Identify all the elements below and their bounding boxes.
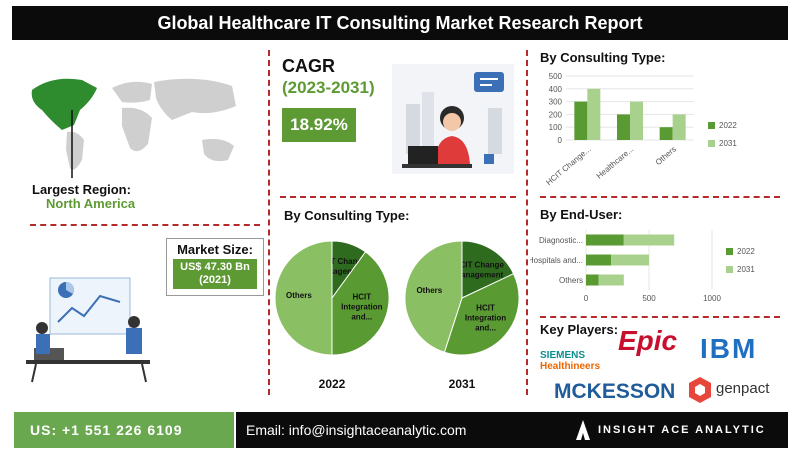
largest-region-label: Largest Region: — [32, 182, 131, 197]
bar-2022 — [586, 274, 599, 286]
x-tick-label: HCIT Change... — [544, 145, 592, 188]
end-user-bar-chart: 0 500 1000 Diagnostic... Hospitals and... Oth… — [530, 230, 755, 303]
report-header: Global Healthcare IT Consulting Market R… — [12, 6, 788, 40]
bar-2031 — [630, 101, 643, 140]
footer-brand-bar: INSIGHT ACE ANALYTIC — [562, 412, 788, 448]
ibm-logo: IBM — [700, 333, 758, 364]
report-title: Global Healthcare IT Consulting Market R… — [157, 13, 643, 33]
legend-swatch — [726, 266, 733, 273]
footer-phone-bar: US: +1 551 226 6109 — [14, 412, 234, 448]
footer-email[interactable]: Email: info@insightaceanalytic.com — [246, 422, 467, 438]
bar-2022 — [586, 254, 612, 266]
bar-2031 — [623, 234, 675, 246]
divider-vertical-left — [268, 50, 270, 395]
y-tick-label: Others — [559, 276, 583, 285]
bar-2031 — [611, 254, 649, 266]
pie-label: HCIT Integration and... — [465, 304, 506, 333]
genpact-logo: genpact — [716, 380, 770, 397]
bar-2022 — [574, 101, 588, 140]
divider-right-top — [540, 196, 780, 198]
brand-logo-icon — [576, 420, 590, 440]
pie-label: Others — [286, 291, 312, 300]
bar-2022 — [586, 234, 624, 246]
footer-email-bar: Email: info@insightaceanalytic.com — [236, 412, 562, 448]
x-tick-label: Others — [654, 145, 678, 167]
bar-2031 — [598, 274, 624, 286]
x-tick-label: 0 — [584, 294, 589, 303]
analytics-illustration-icon — [26, 277, 150, 383]
epic-logo: Epic — [618, 325, 678, 356]
support-agent-illustration-icon — [392, 64, 514, 174]
y-tick-label: 300 — [549, 98, 563, 107]
market-size-year: (2021) — [199, 274, 231, 286]
x-tick-label: Healthcare... — [595, 145, 636, 181]
bar-2022 — [617, 114, 630, 140]
y-tick-label: 200 — [549, 110, 563, 119]
pie-year-label: 2031 — [449, 377, 476, 391]
bar-2031 — [672, 114, 686, 140]
legend-swatch — [726, 248, 733, 255]
enduser-chart-title: By End-User: — [540, 207, 623, 222]
genpact-mark-icon — [689, 377, 711, 403]
divider-vertical-right — [526, 50, 528, 395]
pie-label: Others — [416, 286, 442, 295]
footer-phone: US: +1 551 226 6109 — [30, 422, 183, 438]
market-size-label: Market Size: — [177, 242, 253, 257]
bar-chart-title: By Consulting Type: — [540, 50, 666, 65]
bar-2031 — [587, 88, 601, 140]
divider-left — [30, 224, 260, 226]
legend-label: 2022 — [737, 247, 755, 256]
x-tick-label: 1000 — [703, 294, 721, 303]
x-tick-label: 500 — [642, 294, 656, 303]
y-tick-label: 0 — [558, 136, 563, 145]
legend-swatch — [708, 140, 715, 147]
y-tick-label: 500 — [549, 72, 563, 81]
y-tick-label: Hospitals and... — [530, 256, 583, 265]
market-size-value: US$ 47.30 Bn (2021) — [173, 259, 257, 289]
pie-slice — [331, 251, 390, 356]
legend-label: 2022 — [719, 121, 737, 130]
pie-slice — [274, 240, 333, 356]
divider-middle — [280, 196, 516, 198]
pie-slice — [461, 240, 515, 299]
legend-swatch — [708, 122, 715, 129]
pie-slice — [443, 273, 520, 356]
cagr-period: (2023-2031) — [282, 78, 375, 97]
pies-title: By Consulting Type: — [284, 208, 410, 223]
divider-right-bottom — [540, 316, 780, 318]
footer-brand: INSIGHT ACE ANALYTIC — [598, 424, 766, 436]
y-tick-label: 100 — [549, 123, 563, 132]
largest-region-value: North America — [46, 196, 136, 211]
market-size-amount: US$ 47.30 Bn — [180, 261, 250, 273]
y-tick-label: 400 — [549, 85, 563, 94]
siemens-logo: SIEMENS Healthineers — [540, 350, 601, 372]
world-map-icon — [31, 78, 236, 178]
y-tick-label: Diagnostic... — [539, 236, 583, 245]
cagr-value: 18.92% — [282, 108, 356, 142]
pie-year-label: 2022 — [319, 377, 346, 391]
pie-slice — [404, 240, 463, 353]
pie-label: HCIT Change Management — [317, 257, 368, 276]
cagr-title: CAGR — [282, 56, 335, 76]
market-size-box: Market Size: US$ 47.30 Bn (2021) — [166, 238, 264, 296]
bar-2022 — [659, 127, 673, 140]
pie-charts: HCIT Change Management HCIT Integration and.… — [274, 240, 520, 391]
mckesson-logo: MCKESSON — [554, 380, 676, 403]
legend-label: 2031 — [737, 265, 755, 274]
pie-label: HCIT Change Management — [454, 261, 505, 280]
key-players-title: Key Players: — [540, 322, 619, 337]
pie-label: HCIT Integration and... — [341, 293, 382, 322]
legend-label: 2031 — [719, 139, 737, 148]
